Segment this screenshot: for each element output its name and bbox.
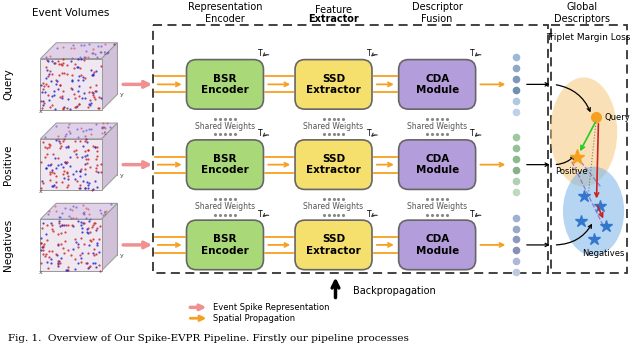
- Text: Query: Query: [3, 69, 13, 100]
- Text: BSR
Encoder: BSR Encoder: [201, 154, 249, 175]
- Text: T: T: [367, 129, 371, 139]
- Polygon shape: [40, 139, 102, 190]
- FancyBboxPatch shape: [295, 220, 372, 270]
- Polygon shape: [102, 203, 117, 271]
- Text: CDA
Module: CDA Module: [415, 154, 459, 175]
- Text: Representation
Encoder: Representation Encoder: [188, 2, 262, 24]
- Text: Query: Query: [604, 112, 630, 121]
- Polygon shape: [102, 43, 117, 110]
- Text: T: T: [367, 49, 371, 58]
- Polygon shape: [40, 58, 102, 110]
- Text: CDA
Module: CDA Module: [415, 234, 459, 256]
- Ellipse shape: [550, 78, 617, 187]
- Text: x: x: [38, 109, 42, 114]
- Text: Shared Weights: Shared Weights: [303, 202, 364, 211]
- Text: Event Volumes: Event Volumes: [33, 8, 109, 18]
- Polygon shape: [56, 43, 117, 94]
- Text: Shared Weights: Shared Weights: [407, 122, 467, 131]
- Text: Spatial Propagation: Spatial Propagation: [213, 314, 295, 323]
- Text: Global
Descriptors: Global Descriptors: [554, 2, 610, 24]
- Text: BSR
Encoder: BSR Encoder: [201, 234, 249, 256]
- Polygon shape: [40, 123, 117, 139]
- Text: y: y: [120, 253, 123, 258]
- Text: Shared Weights: Shared Weights: [303, 122, 364, 131]
- Text: Shared Weights: Shared Weights: [195, 122, 255, 131]
- Text: T: T: [470, 49, 475, 58]
- Text: Fig. 1.  Overview of Our Spike-EVPR Pipeline. Firstly our pipeline processes: Fig. 1. Overview of Our Spike-EVPR Pipel…: [8, 334, 409, 342]
- Text: Positive: Positive: [556, 167, 588, 176]
- Text: t: t: [104, 211, 106, 216]
- Text: Backpropagation: Backpropagation: [353, 285, 436, 295]
- Text: y: y: [120, 173, 123, 177]
- Text: T: T: [258, 129, 263, 139]
- FancyBboxPatch shape: [186, 220, 264, 270]
- Text: Feature: Feature: [315, 5, 352, 15]
- Text: SSD
Extractor: SSD Extractor: [306, 154, 361, 175]
- FancyBboxPatch shape: [295, 140, 372, 189]
- Polygon shape: [40, 203, 117, 219]
- FancyBboxPatch shape: [399, 60, 476, 109]
- Text: T: T: [470, 210, 475, 219]
- Text: Triplet Margin Loss: Triplet Margin Loss: [547, 33, 631, 42]
- FancyBboxPatch shape: [399, 140, 476, 189]
- Text: t: t: [104, 51, 106, 56]
- Text: T: T: [367, 210, 371, 219]
- Text: SSD
Extractor: SSD Extractor: [306, 73, 361, 95]
- Polygon shape: [56, 123, 117, 175]
- Text: T: T: [470, 129, 475, 139]
- Bar: [153, 25, 548, 273]
- FancyBboxPatch shape: [186, 60, 264, 109]
- FancyBboxPatch shape: [399, 220, 476, 270]
- Text: Negatives: Negatives: [582, 249, 625, 258]
- Text: y: y: [120, 92, 123, 97]
- Text: x: x: [38, 270, 42, 275]
- Text: T: T: [258, 49, 263, 58]
- Polygon shape: [102, 123, 117, 190]
- Text: Negatives: Negatives: [3, 219, 13, 271]
- Polygon shape: [40, 219, 102, 271]
- Text: Descriptor
Fusion: Descriptor Fusion: [412, 2, 463, 24]
- Polygon shape: [56, 203, 117, 255]
- FancyBboxPatch shape: [295, 60, 372, 109]
- Polygon shape: [40, 43, 117, 58]
- Text: x: x: [38, 189, 42, 195]
- Text: Shared Weights: Shared Weights: [195, 202, 255, 211]
- Text: t: t: [104, 131, 106, 136]
- Text: Extractor: Extractor: [308, 14, 359, 24]
- Text: SSD
Extractor: SSD Extractor: [306, 234, 361, 256]
- Text: Event Spike Representation: Event Spike Representation: [213, 303, 330, 312]
- Bar: [550, 25, 627, 273]
- Text: BSR
Encoder: BSR Encoder: [201, 73, 249, 95]
- Text: CDA
Module: CDA Module: [415, 73, 459, 95]
- Text: Positive: Positive: [3, 144, 13, 185]
- Ellipse shape: [563, 167, 624, 256]
- Text: Shared Weights: Shared Weights: [407, 202, 467, 211]
- Text: T: T: [258, 210, 263, 219]
- FancyBboxPatch shape: [186, 140, 264, 189]
